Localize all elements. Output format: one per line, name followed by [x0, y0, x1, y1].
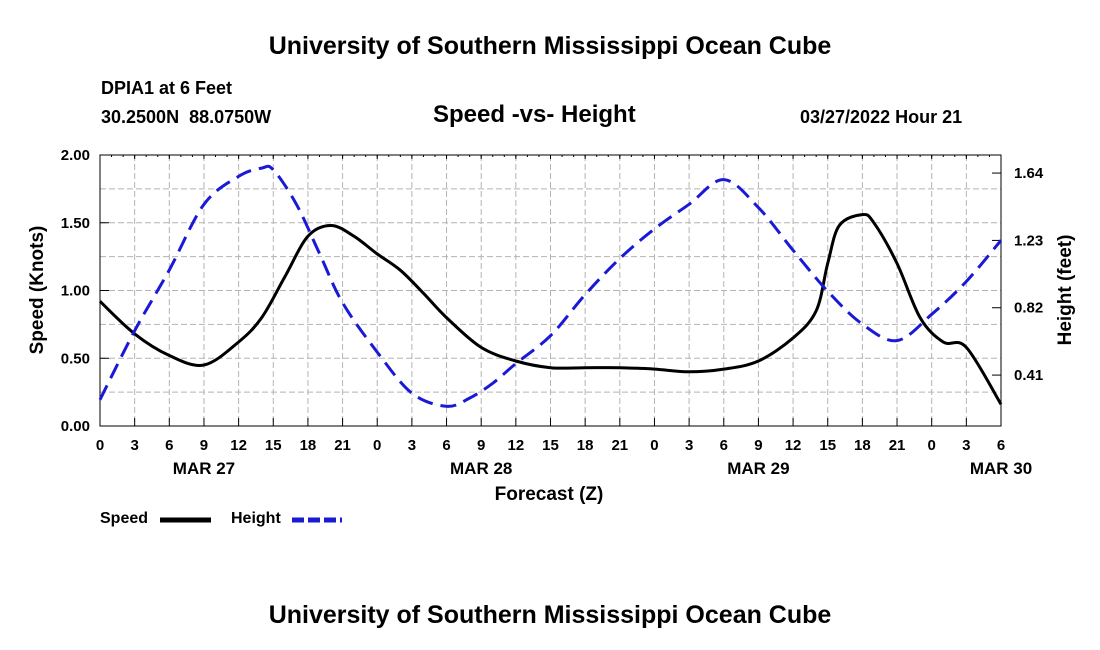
station-coords: 30.2500N 88.0750W [101, 107, 272, 127]
date-label: MAR 27 [173, 459, 235, 478]
x-tick-label: 9 [754, 437, 762, 454]
y-tick-label: 0.50 [61, 350, 90, 367]
x-tick-label: 21 [889, 437, 906, 454]
y2-tick-label: 1.64 [1014, 165, 1044, 182]
x-tick-label: 6 [997, 437, 1005, 454]
x-axis-label: Forecast (Z) [495, 484, 604, 505]
y-tick-label: 2.00 [61, 147, 90, 164]
x-tick-label: 12 [785, 437, 802, 454]
x-tick-label: 21 [334, 437, 351, 454]
y2-axis-label: Height (feet) [1055, 235, 1076, 346]
x-tick-label: 3 [962, 437, 970, 454]
date-label: MAR 28 [450, 459, 512, 478]
legend-height-label: Height [231, 510, 281, 527]
x-tick-label: 15 [265, 437, 282, 454]
x-tick-label: 12 [230, 437, 247, 454]
speed-series-line [98, 213, 1003, 406]
x-tick-label: 15 [542, 437, 559, 454]
x-tick-label: 3 [130, 437, 138, 454]
y-axis-label: Speed (Knots) [27, 226, 48, 355]
x-tick-label: 6 [442, 437, 450, 454]
footer-title: University of Southern Mississippi Ocean… [268, 601, 832, 629]
station-name: DPIA1 at 6 Feet [101, 78, 233, 98]
x-tick-label: 0 [650, 437, 658, 454]
grid-lines [100, 155, 1001, 426]
date-label: MAR 29 [727, 459, 789, 478]
x-tick-label: 0 [928, 437, 936, 454]
x-tick-label: 3 [408, 437, 416, 454]
x-tick-label: 18 [577, 437, 594, 454]
y-tick-label: 1.00 [61, 283, 90, 300]
x-tick-label: 18 [300, 437, 317, 454]
y-tick-label: 0.00 [61, 418, 90, 435]
x-tick-label: 6 [720, 437, 728, 454]
y-tick-label: 1.50 [61, 215, 90, 232]
y2-tick-label: 0.41 [1014, 367, 1043, 384]
x-tick-label: 12 [508, 437, 525, 454]
axis-ticks [99, 154, 1002, 427]
x-tick-label: 9 [477, 437, 485, 454]
forecast-timestamp: 03/27/2022 Hour 21 [800, 107, 963, 127]
x-tick-label: 15 [819, 437, 836, 454]
x-tick-label: 21 [611, 437, 628, 454]
x-tick-label: 18 [854, 437, 871, 454]
chart-title: Speed -vs- Height [433, 101, 636, 128]
series-lines [98, 164, 1003, 408]
x-tick-label: 0 [373, 437, 381, 454]
y2-tick-label: 0.82 [1014, 300, 1043, 317]
x-tick-label: 9 [200, 437, 208, 454]
x-tick-label: 3 [685, 437, 693, 454]
tick-labels: 0 3 6 9 12 15 18 21 0 3 6 9 12 15 18 21 0 3 6 9 12 15 18 21 0 3 6M… [61, 147, 1044, 478]
y2-tick-label: 1.23 [1014, 232, 1043, 249]
date-label: MAR 30 [970, 459, 1032, 478]
x-tick-label: 6 [165, 437, 173, 454]
legend-speed-label: Speed [100, 510, 149, 527]
x-tick-label: 0 [96, 437, 104, 454]
page-title: University of Southern Mississippi Ocean… [268, 32, 832, 60]
